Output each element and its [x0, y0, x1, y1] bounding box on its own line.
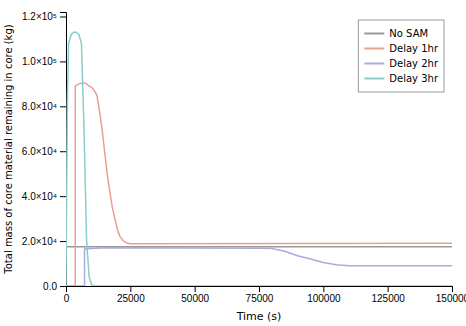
- plot: 0 25000 50000 75000 100000 125000 150000 0.0 2.0…: [22, 11, 466, 304]
- y-tick: 0.0: [43, 281, 66, 292]
- x-tick-mark: [259, 286, 260, 292]
- y-tick-label: 6.0×10⁴: [22, 146, 57, 157]
- y-tick: 1.0×10⁵: [22, 56, 66, 67]
- x-tick-label: 50000: [181, 293, 209, 304]
- legend-swatch: [364, 48, 384, 50]
- y-tick-label: 1.2×10⁵: [22, 11, 57, 22]
- x-tick: 75000: [246, 286, 274, 304]
- legend-swatch: [364, 63, 384, 65]
- series-line: [66, 248, 452, 286]
- y-tick-mark: [60, 241, 66, 242]
- x-tick-label: 100000: [307, 293, 341, 304]
- legend: No SAM Delay 1hr Delay 2hr Delay 3hr: [358, 20, 444, 92]
- y-tick: 2.0×10⁴: [22, 236, 66, 247]
- x-tick: 50000: [181, 286, 209, 304]
- x-tick-mark: [323, 286, 324, 292]
- x-tick-mark: [195, 286, 196, 292]
- y-axis-line: [60, 13, 67, 287]
- legend-swatch: [364, 33, 384, 35]
- y-tick-label: 2.0×10⁴: [22, 236, 57, 247]
- x-tick-mark: [388, 286, 389, 292]
- legend-swatch: [364, 78, 384, 80]
- x-tick-label: 0: [64, 293, 70, 304]
- y-tick-mark: [60, 286, 66, 287]
- legend-label: Delay 1hr: [389, 43, 439, 54]
- series-line: [66, 83, 452, 286]
- y-tick-label: 8.0×10⁴: [22, 101, 57, 112]
- x-axis-line: [67, 287, 453, 293]
- y-tick-mark: [60, 61, 66, 62]
- y-axis: 0.0 2.0×10⁴ 4.0×10⁴ 6.0×10⁴ 8.0×10⁴ 1.0×10⁵ 1.…: [22, 11, 67, 292]
- y-axis-title: Total mass of core material remaining in…: [3, 24, 14, 274]
- x-tick: 25000: [117, 286, 145, 304]
- y-tick-label: 4.0×10⁴: [22, 191, 57, 202]
- legend-label: Delay 3hr: [389, 73, 439, 84]
- legend-item: Delay 2hr: [364, 58, 439, 69]
- y-tick: 4.0×10⁴: [22, 191, 66, 202]
- legend-item: Delay 3hr: [364, 73, 439, 84]
- y-tick-mark: [60, 151, 66, 152]
- x-axis-title: Time (s): [236, 310, 282, 323]
- legend-box: [358, 20, 444, 92]
- y-tick: 6.0×10⁴: [22, 146, 66, 157]
- y-tick-mark: [60, 16, 66, 17]
- x-tick-label: 75000: [246, 293, 274, 304]
- y-tick: 1.2×10⁵: [22, 11, 66, 22]
- y-tick-mark: [60, 106, 66, 107]
- legend-item: Delay 1hr: [364, 43, 439, 54]
- x-tick: 100000: [307, 286, 341, 304]
- x-tick-label: 150000: [436, 293, 466, 304]
- legend-item: No SAM: [364, 28, 428, 39]
- x-tick-label: 125000: [371, 293, 405, 304]
- y-tick-label: 0.0: [43, 281, 57, 292]
- x-tick-mark: [452, 286, 453, 292]
- x-tick-label: 25000: [117, 293, 145, 304]
- x-tick: 0: [64, 286, 70, 304]
- chart: 0 25000 50000 75000 100000 125000 150000 0.0 2.0…: [0, 0, 466, 326]
- x-axis: 0 25000 50000 75000 100000 125000 150000: [64, 286, 466, 304]
- y-tick-mark: [60, 196, 66, 197]
- y-tick-label: 1.0×10⁵: [22, 56, 57, 67]
- x-tick: 150000: [436, 286, 466, 304]
- x-tick-mark: [130, 286, 131, 292]
- legend-label: Delay 2hr: [389, 58, 439, 69]
- legend-label: No SAM: [389, 28, 428, 39]
- y-tick: 8.0×10⁴: [22, 101, 66, 112]
- x-tick: 125000: [371, 286, 405, 304]
